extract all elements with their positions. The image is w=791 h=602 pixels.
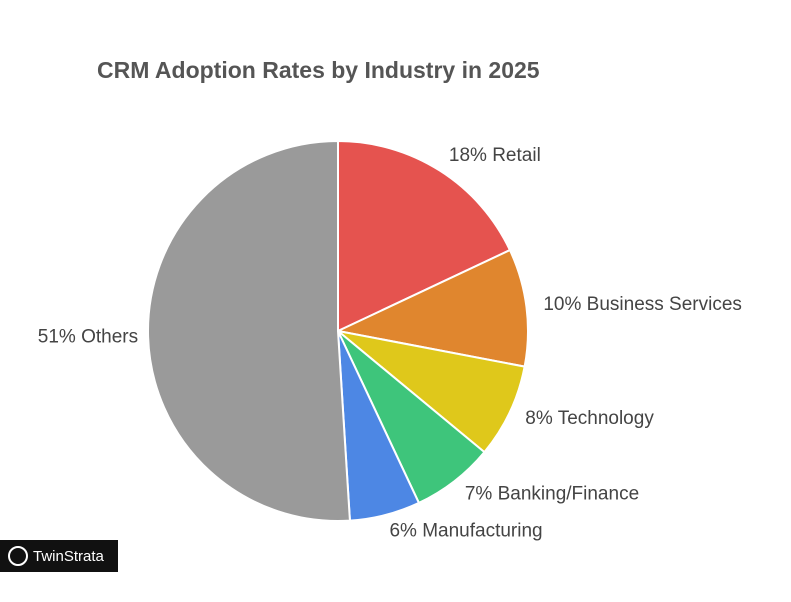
pie-slice <box>334 248 529 368</box>
watermark: TwinStrata <box>0 540 118 572</box>
slice-label: 6% Manufacturing <box>389 521 542 542</box>
pie-slice <box>337 330 526 454</box>
slice-label: 10% Business Services <box>543 294 742 315</box>
watermark-logo <box>8 546 28 566</box>
pie-slice <box>147 139 351 522</box>
slice-label: 18% Retail <box>449 145 541 166</box>
slice-label: 8% Technology <box>525 408 654 429</box>
chart-title: CRM Adoption Rates by Industry in 2025 <box>97 57 540 83</box>
pie-slice <box>337 139 512 333</box>
watermark-box <box>0 540 118 572</box>
watermark-text: TwinStrata <box>33 548 105 565</box>
slice-label: 51% Others <box>38 326 138 347</box>
slice-label: 7% Banking/Finance <box>465 484 639 505</box>
